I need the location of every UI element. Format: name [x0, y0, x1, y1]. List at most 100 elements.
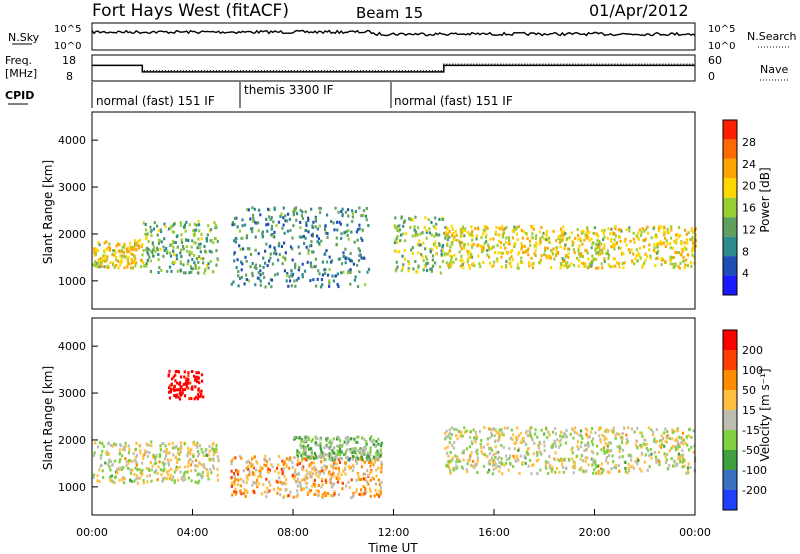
heat-cell-0-52 [122, 448, 125, 451]
heat-cell-2-29 [308, 488, 311, 492]
heat-cell-0-276 [199, 472, 202, 476]
heat-cell-4-662 [480, 439, 483, 442]
heat-cell-4-495 [686, 466, 690, 470]
heat-cell-2-306 [281, 262, 284, 266]
heat-cell-4-632 [462, 244, 465, 248]
heat-cell-2-279 [289, 245, 293, 249]
heat-cell-4-562 [562, 234, 565, 238]
heat-cell-0-328 [192, 441, 195, 445]
heat-cell-0-260 [121, 477, 124, 481]
heat-cell-4-634 [560, 459, 563, 463]
heat-cell-4-274 [582, 229, 585, 233]
heat-cell-0-182 [111, 463, 114, 467]
colorbar-segment-7 [723, 470, 737, 490]
heat-cell-4-317 [570, 262, 573, 266]
heat-cell-2-89 [285, 463, 288, 467]
heat-cell-2-203 [293, 279, 296, 283]
heat-cell-2-144 [239, 276, 242, 280]
heat-cell-2-62 [230, 485, 233, 488]
heat-cell-4-166 [681, 438, 684, 442]
heat-cell-4-132 [595, 266, 598, 270]
heat-cell-0-282 [139, 451, 142, 455]
heat-cell-3-94 [425, 257, 429, 261]
heat-cell-1-120 [197, 255, 201, 259]
heat-cell-2-346 [352, 491, 355, 495]
heat-cell-3-136 [343, 440, 346, 444]
heat-cell-2-79 [299, 208, 302, 212]
heat-cell-4-545 [489, 446, 492, 450]
heat-cell-4-524 [461, 263, 464, 267]
heat-cell-4-681 [459, 244, 462, 248]
heat-cell-0-93 [201, 463, 204, 467]
heat-cell-4-488 [565, 264, 568, 268]
heat-cell-4-499 [510, 428, 513, 432]
heat-cell-0-347 [209, 467, 212, 471]
heat-cell-4-669 [692, 244, 695, 248]
heat-cell-4-692 [637, 458, 640, 462]
heat-cell-3-81 [427, 218, 430, 222]
heat-cell-4-533 [466, 242, 470, 246]
heat-cell-4-353 [660, 263, 663, 267]
heat-cell-2-409 [318, 472, 321, 476]
heat-cell-4-535 [562, 458, 565, 462]
heat-cell-4-421 [558, 459, 561, 463]
heat-cell-4-574 [449, 470, 452, 474]
heat-cell-2-89 [251, 227, 254, 230]
heat-cell-4-24 [588, 231, 591, 234]
heat-cell-4-358 [622, 266, 625, 270]
heat-cell-2-17 [267, 207, 270, 211]
colorbar-segment-2 [723, 370, 737, 390]
beam-title: Beam 15 [356, 4, 423, 22]
heat-cell-2-361 [271, 234, 274, 238]
heat-cell-3-191 [334, 457, 337, 461]
heat-cell-1-160 [216, 240, 219, 244]
heat-cell-2-5 [340, 210, 343, 213]
heat-cell-1-27 [144, 223, 147, 226]
heat-cell-2-158 [342, 251, 345, 255]
heat-cell-3-138 [360, 455, 363, 459]
heat-cell-4-198 [536, 452, 539, 456]
heat-cell-4-81 [453, 427, 456, 431]
heat-cell-4-601 [539, 451, 542, 455]
heat-cell-2-93 [298, 235, 301, 239]
heat-cell-4-13 [502, 445, 505, 449]
colorbar-segment-6 [723, 450, 737, 470]
heat-cell-0-301 [148, 451, 151, 455]
heat-cell-4-224 [664, 440, 667, 444]
heat-cell-1-15 [189, 381, 192, 385]
heat-cell-4-427 [559, 227, 563, 231]
heat-cell-1-78 [183, 382, 186, 386]
heat-cell-4-223 [509, 461, 512, 465]
heat-cell-2-310 [259, 264, 262, 268]
heat-cell-4-241 [682, 438, 685, 442]
heat-cell-1-10 [169, 390, 172, 394]
heat-cell-4-486 [640, 230, 643, 234]
heat-cell-4-47 [535, 451, 539, 454]
heat-cell-4-405 [594, 431, 597, 435]
heat-cell-0-99 [122, 254, 126, 258]
heat-cell-2-143 [345, 230, 348, 234]
heat-cell-0-255 [117, 467, 120, 471]
heat-cell-4-327 [462, 449, 465, 452]
heat-cell-3-80 [375, 440, 378, 443]
heat-cell-1-1 [168, 386, 171, 390]
heat-cell-2-186 [257, 469, 260, 473]
heat-cell-4-564 [462, 266, 465, 270]
heat-cell-2-161 [358, 249, 361, 253]
heat-cell-0-104 [108, 465, 111, 469]
heat-cell-1-76 [185, 385, 188, 389]
heat-cell-3-208 [353, 450, 356, 454]
heat-cell-0-2 [103, 241, 106, 245]
heat-cell-4-619 [613, 247, 616, 251]
heat-cell-1-148 [145, 247, 148, 251]
heat-cell-0-145 [123, 448, 126, 452]
heat-cell-4-322 [556, 251, 559, 255]
heat-cell-2-251 [244, 255, 247, 259]
heat-cell-4-371 [637, 237, 640, 241]
heat-cell-4-663 [550, 445, 553, 449]
heat-cell-4-247 [679, 261, 682, 265]
heat-cell-2-62 [346, 271, 350, 275]
heat-cell-2-284 [296, 479, 299, 483]
heat-cell-1-104 [163, 222, 166, 226]
heat-cell-3-187 [369, 452, 372, 456]
